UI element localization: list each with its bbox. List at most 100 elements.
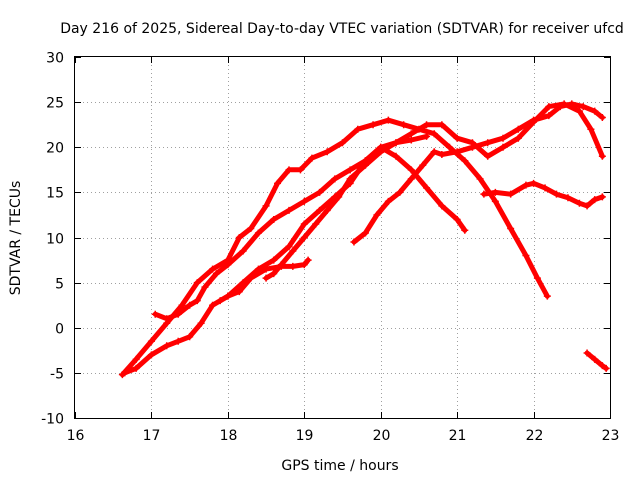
data-point (270, 215, 278, 223)
data-point (484, 139, 492, 147)
data-point (132, 355, 140, 363)
y-tick-label: -5 (50, 367, 64, 383)
data-point (308, 154, 316, 162)
data-point (591, 196, 599, 204)
y-tick-label: 10 (46, 232, 64, 248)
data-point (193, 297, 201, 305)
data-point (197, 319, 205, 327)
data-point (484, 152, 492, 160)
data-point (262, 274, 270, 282)
data-point (239, 247, 247, 255)
data-point (163, 342, 171, 350)
data-point (201, 283, 209, 291)
data-point (553, 190, 560, 198)
x-tick-label: 18 (220, 428, 238, 444)
data-point (423, 184, 431, 192)
y-tick-label: 0 (55, 322, 64, 338)
data-point (377, 148, 385, 156)
data-point (461, 226, 469, 234)
data-point (407, 175, 415, 183)
data-point (575, 107, 583, 115)
series-line-arc5 (263, 133, 430, 281)
data-point (384, 116, 392, 124)
data-point (339, 139, 346, 147)
data-point (331, 175, 339, 183)
data-point (530, 116, 538, 124)
data-point (174, 310, 182, 318)
x-tick-label: 17 (143, 428, 161, 444)
x-tick-label: 21 (449, 428, 467, 444)
data-point (151, 310, 159, 318)
data-point (438, 121, 446, 129)
x-tick-label: 20 (373, 428, 391, 444)
data-point (514, 125, 522, 133)
data-point (522, 181, 530, 189)
data-point (121, 369, 129, 377)
data-point (602, 364, 610, 372)
data-point (530, 179, 538, 187)
data-point (556, 103, 564, 111)
data-point (407, 130, 415, 138)
data-point (423, 121, 431, 129)
data-point (407, 136, 415, 144)
data-point (132, 364, 140, 372)
data-point (543, 292, 551, 300)
data-point (419, 161, 427, 169)
plot-frame (74, 56, 611, 419)
data-point (430, 130, 438, 138)
data-point (174, 337, 182, 345)
data-point (361, 161, 369, 169)
data-point (438, 202, 446, 210)
series-line-arc7 (481, 180, 605, 209)
x-tick-label: 19 (296, 428, 314, 444)
data-point (396, 188, 404, 196)
data-point (274, 179, 282, 187)
data-point (350, 238, 358, 246)
data-point (369, 121, 377, 129)
data-point (247, 224, 255, 232)
data-point (384, 197, 392, 205)
data-point (354, 125, 362, 133)
data-point (541, 184, 549, 192)
data-point (591, 107, 599, 115)
data-point (499, 143, 507, 151)
data-point (587, 125, 595, 133)
data-point (579, 103, 587, 111)
data-point (163, 315, 171, 323)
series-line-arc8 (584, 350, 609, 371)
data-point (296, 166, 304, 174)
data-point (453, 148, 461, 156)
data-point (335, 193, 343, 201)
data-point (209, 265, 217, 273)
series-arc7 (480, 179, 606, 210)
data-point (270, 270, 278, 278)
data-point (400, 121, 408, 129)
data-point (224, 261, 232, 269)
data-point (216, 297, 224, 305)
data-point (491, 188, 499, 196)
data-point (507, 224, 515, 232)
data-point (247, 274, 255, 282)
y-tick-label: -10 (41, 412, 64, 428)
y-tick-label: 15 (46, 186, 64, 202)
series-arc6 (350, 100, 606, 246)
data-point (346, 166, 354, 174)
data-point (392, 139, 400, 147)
data-point (514, 134, 522, 142)
data-point (564, 194, 572, 202)
data-point (598, 362, 606, 370)
data-point (583, 202, 591, 210)
x-axis-label: GPS time / hours (281, 458, 398, 474)
data-point (316, 206, 324, 214)
data-point (568, 100, 576, 108)
data-point (392, 152, 400, 160)
data-point (300, 197, 308, 205)
data-point (289, 247, 297, 255)
data-point (300, 234, 308, 241)
data-point (598, 152, 606, 160)
data-point (575, 199, 583, 207)
y-tick-label: 5 (55, 277, 64, 293)
data-point (316, 188, 324, 196)
data-point (209, 301, 217, 309)
